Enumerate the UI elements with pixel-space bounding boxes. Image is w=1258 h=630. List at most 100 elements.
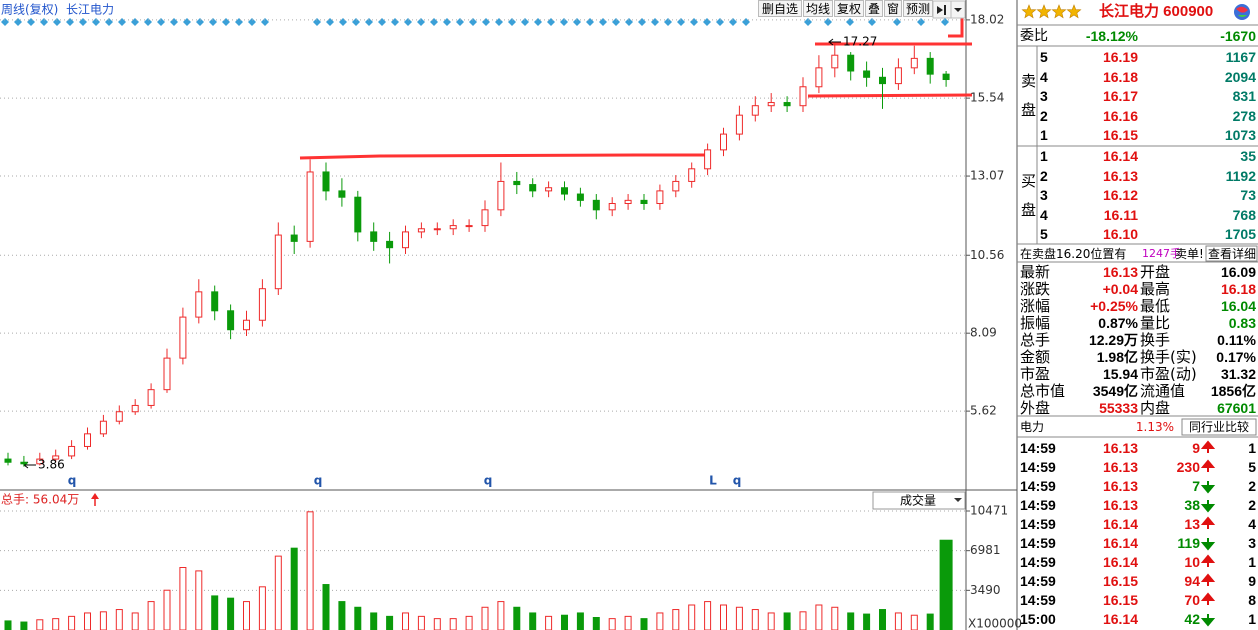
notice-text: 在卖盘16.20位置有 (1020, 247, 1127, 261)
signal-diamond (495, 18, 503, 26)
book-level: 5 (1040, 49, 1048, 65)
book-price: 16.17 (1102, 88, 1138, 105)
signal-diamond (235, 18, 243, 26)
signal-diamond (534, 18, 542, 26)
toolbar-icon[interactable] (932, 0, 966, 19)
signal-diamond (40, 18, 48, 26)
tick-count: 5 (1248, 459, 1256, 475)
y-tick-label: 8.09 (970, 326, 997, 340)
stat-label: 振幅 (1020, 314, 1051, 332)
volume-selector[interactable]: 成交量 (900, 493, 936, 508)
book-price: 16.12 (1102, 187, 1138, 204)
globe-icon[interactable] (1234, 4, 1250, 20)
signal-diamond (625, 18, 633, 26)
book-volume: 73 (1240, 187, 1256, 204)
tick-count: 2 (1248, 478, 1256, 494)
volume-bar (720, 604, 727, 630)
stat-label: 最新 (1020, 263, 1051, 281)
book-price: 16.16 (1102, 107, 1138, 124)
toolbar-button[interactable]: 窗 (884, 0, 902, 17)
volume-bar (433, 618, 441, 630)
signal-diamond (157, 18, 165, 26)
stat-label: 金额 (1020, 348, 1051, 366)
industry-compare[interactable]: 同行业比较 (1188, 420, 1249, 434)
candle-body (36, 458, 44, 465)
candle-body (274, 234, 282, 290)
notice-text[interactable]: 查看详细 (1208, 247, 1257, 261)
candle-body (592, 199, 600, 211)
volume-selector-box[interactable] (872, 491, 966, 510)
tick-time: 14:59 (1020, 459, 1056, 475)
signal-diamond (248, 18, 256, 26)
candle-body (147, 389, 155, 406)
toolbar-button[interactable]: 预测 (903, 0, 933, 17)
stat-value: 16.04 (1220, 298, 1256, 314)
chart-marker: q (68, 474, 77, 488)
signal-diamond (742, 18, 750, 26)
candle-body (195, 291, 203, 318)
toolbar-button[interactable]: 删自选 (758, 0, 802, 17)
stat-value: 31.32 (1220, 366, 1256, 382)
volume-bar (545, 615, 553, 630)
toolbar-button[interactable]: 叠 (865, 0, 883, 17)
book-volume: 1192 (1225, 167, 1256, 184)
stat-label: 内盘 (1140, 399, 1171, 417)
volume-bar (735, 606, 743, 630)
book-price: 16.15 (1102, 127, 1138, 144)
stat-label: 流通值 (1140, 382, 1186, 400)
toolbar-button[interactable]: 复权 (834, 0, 864, 17)
signal-diamond (183, 18, 191, 26)
signal-diamond (14, 18, 22, 26)
signal-diamond (521, 18, 529, 26)
stat-value: 1856亿 (1210, 383, 1256, 399)
stat-value: 16.18 (1220, 281, 1256, 297)
book-price: 16.10 (1102, 226, 1138, 243)
tick-count: 9 (1248, 573, 1256, 589)
tick-time: 14:59 (1020, 497, 1056, 513)
book-level: 4 (1040, 68, 1048, 85)
stat-value: +0.25% (1090, 298, 1138, 314)
notice-text: 卖单! (1175, 247, 1204, 261)
volume-bar (417, 615, 425, 630)
stat-label: 最低 (1140, 297, 1171, 315)
signal-diamond (365, 18, 373, 26)
signal-diamond (430, 18, 438, 26)
signal-diamond (209, 18, 217, 26)
candle-body (720, 133, 727, 151)
volume-bar (195, 570, 203, 630)
stat-value: 12.29万 (1088, 332, 1138, 348)
signal-diamond (1, 18, 9, 26)
y-tick-label: 5.62 (970, 404, 997, 418)
tick-price: 16.13 (1102, 440, 1138, 456)
toolbar-button[interactable]: 均线 (803, 0, 833, 17)
stat-value: 0.83 (1228, 315, 1256, 331)
trend-line (299, 153, 706, 160)
signal-diamond (547, 18, 555, 26)
stat-value: 15.94 (1102, 366, 1138, 382)
volume-bar (783, 612, 791, 630)
signal-diamond (352, 18, 360, 26)
tick-time: 14:59 (1020, 573, 1056, 589)
y-tick-label: 6981 (970, 543, 1001, 557)
tick-volume: 230 (1176, 459, 1200, 475)
signal-diamond (893, 18, 901, 26)
tick-count: 3 (1248, 535, 1256, 551)
signal-diamond (482, 18, 490, 26)
star (1051, 4, 1067, 19)
candle-body (449, 225, 457, 230)
candle-body (131, 404, 139, 413)
volume-bar (115, 609, 123, 630)
tick-arrow (1200, 500, 1216, 513)
signal-diamond (66, 18, 74, 26)
chart-marker: q (484, 474, 493, 488)
signal-diamond (79, 18, 87, 26)
weicha-value: -1670 (1220, 28, 1256, 44)
volume-bar (799, 611, 807, 630)
volume-bar (704, 601, 712, 630)
tick-volume: 119 (1177, 535, 1200, 551)
candle-body (783, 102, 791, 107)
tick-arrow (1200, 440, 1216, 453)
candle-body (751, 105, 759, 116)
candle-body (354, 196, 362, 233)
signal-diamond (508, 18, 516, 26)
